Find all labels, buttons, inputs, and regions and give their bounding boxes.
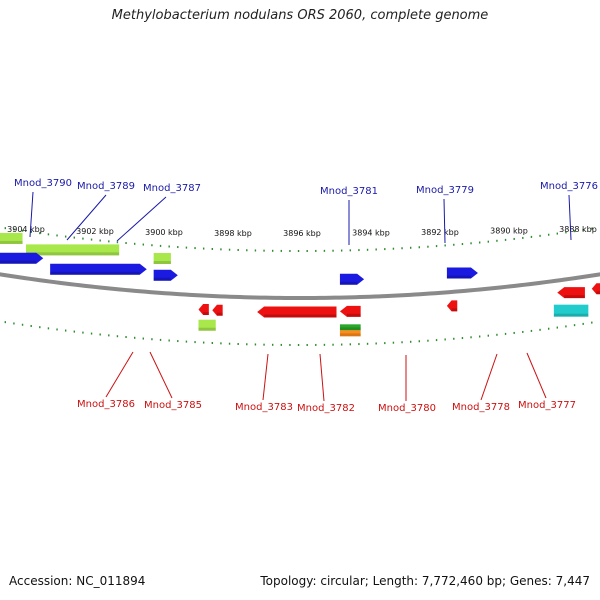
gene-label[interactable]: Mnod_3781 (320, 186, 378, 197)
callout-line (568, 194, 572, 241)
callout-line (66, 194, 107, 241)
gene-arrow[interactable] (339, 305, 361, 317)
cog-box (339, 324, 361, 331)
scale-label: 3900 kbp (145, 228, 183, 237)
gene-label[interactable]: Mnod_3778 (452, 402, 510, 413)
gene-label[interactable]: Mnod_3786 (77, 399, 135, 410)
cog-box (198, 319, 216, 331)
callout-line (29, 191, 34, 238)
callout-line (526, 352, 547, 399)
gene-label[interactable]: Mnod_3789 (77, 181, 135, 192)
gene-label[interactable]: Mnod_3777 (518, 400, 576, 411)
scale-ticks-top (4, 227, 593, 252)
gene-label[interactable]: Mnod_3779 (416, 185, 474, 196)
cog-box (339, 330, 361, 337)
gene-arrow[interactable] (557, 287, 585, 299)
scale-label: 3902 kbp (76, 227, 114, 236)
scale-label: 3904 kbp (7, 225, 45, 234)
callout-line (262, 353, 269, 401)
gene-label[interactable]: Mnod_3787 (143, 183, 201, 194)
gene-label[interactable]: Mnod_3776 (540, 181, 598, 192)
scale-label: 3890 kbp (490, 227, 528, 236)
gene-label[interactable]: Mnod_3780 (378, 403, 436, 414)
scale-label: 3888 kbp (559, 225, 597, 234)
gene-arrow[interactable] (212, 304, 223, 316)
callout-line (116, 196, 167, 242)
scale-labels: 3904 kbp 3902 kbp 3900 kbp 3898 kbp 3896 kbp… (7, 225, 597, 238)
callout-line (149, 351, 173, 399)
gene-arrow[interactable] (153, 269, 178, 281)
callout-line (319, 353, 325, 402)
cog-box (553, 304, 589, 317)
scale-ticks-bottom (4, 321, 593, 346)
gene-label[interactable]: Mnod_3782 (297, 403, 355, 414)
cog-box (153, 253, 171, 265)
gene-features (0, 232, 600, 337)
gene-arrow[interactable] (257, 306, 337, 318)
scale-label: 3892 kbp (421, 228, 459, 237)
gene-callouts: Mnod_3790 Mnod_3789 Mnod_3787 Mnod_3781 Mnod… (14, 178, 598, 414)
gene-arrow[interactable] (446, 300, 458, 312)
gene-arrow[interactable] (50, 263, 147, 275)
gene-arrow[interactable] (0, 252, 44, 264)
gene-label[interactable]: Mnod_3783 (235, 402, 293, 413)
scale-label: 3894 kbp (352, 229, 390, 238)
gene-arrow[interactable] (339, 273, 365, 285)
gene-arrow[interactable] (446, 267, 478, 279)
gene-label[interactable]: Mnod_3785 (144, 400, 202, 411)
scale-label: 3898 kbp (214, 229, 252, 238)
genome-stats-text: Topology: circular; Length: 7,772,460 bp… (260, 574, 590, 588)
genome-backbone (0, 272, 600, 301)
callout-line (105, 351, 134, 398)
cog-box (26, 244, 120, 256)
callout-line (480, 353, 498, 401)
gene-arrow[interactable] (591, 283, 600, 295)
scale-label: 3896 kbp (283, 229, 321, 238)
genome-title: Methylobacterium nodulans ORS 2060, comp… (111, 8, 489, 23)
cog-box (0, 232, 23, 244)
accession-text: Accession: NC_011894 (9, 574, 146, 588)
callout-line (443, 198, 446, 244)
gene-label[interactable]: Mnod_3790 (14, 178, 72, 189)
gene-arrow[interactable] (198, 304, 209, 316)
